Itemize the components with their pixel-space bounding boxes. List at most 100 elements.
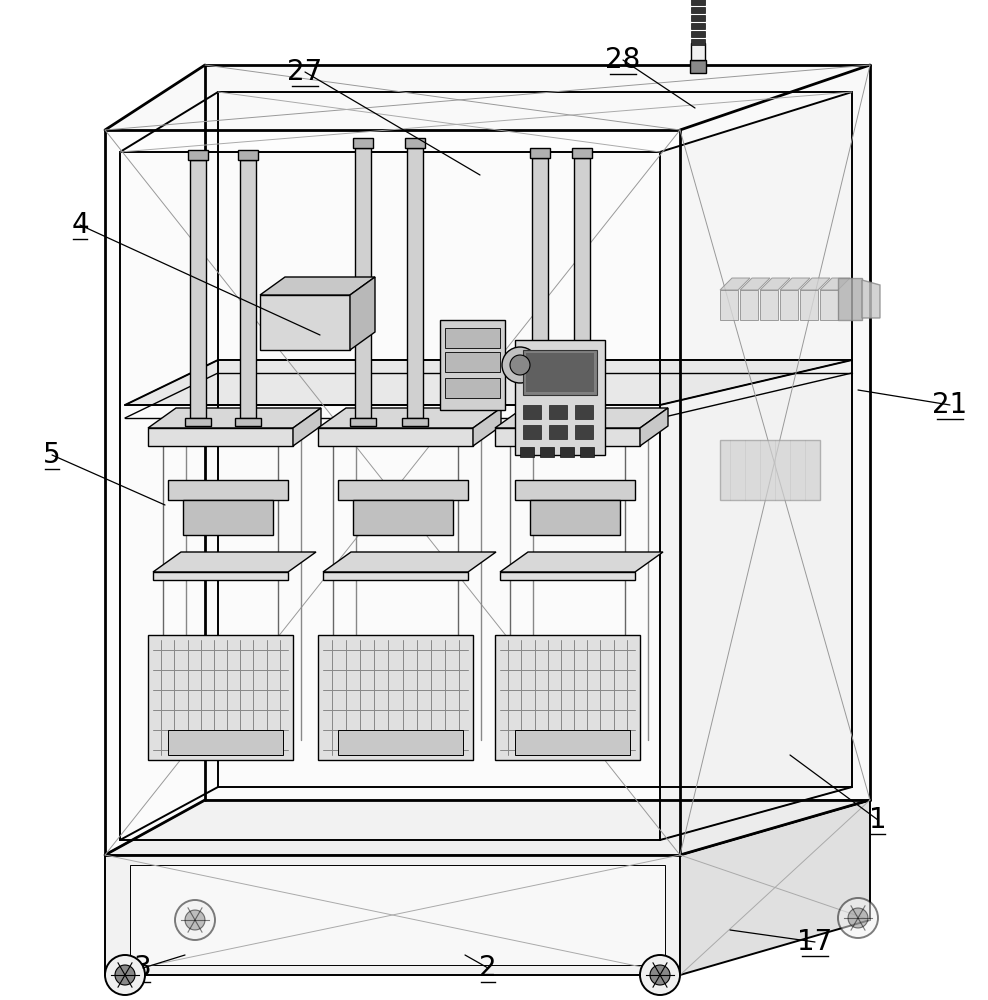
Polygon shape	[402, 418, 428, 426]
Polygon shape	[580, 447, 594, 457]
Polygon shape	[690, 60, 706, 73]
Polygon shape	[473, 408, 501, 446]
Polygon shape	[680, 800, 870, 975]
Polygon shape	[120, 152, 660, 840]
Polygon shape	[445, 378, 500, 398]
Text: 5: 5	[43, 441, 61, 469]
Polygon shape	[720, 290, 738, 320]
Polygon shape	[168, 480, 288, 500]
Polygon shape	[445, 328, 500, 348]
Polygon shape	[691, 15, 705, 21]
Polygon shape	[572, 148, 592, 158]
Polygon shape	[760, 290, 778, 320]
Circle shape	[105, 955, 145, 995]
Polygon shape	[318, 408, 501, 428]
Polygon shape	[350, 418, 376, 426]
Polygon shape	[260, 277, 375, 295]
Polygon shape	[691, 23, 705, 29]
Polygon shape	[740, 290, 758, 320]
Polygon shape	[338, 730, 463, 755]
Polygon shape	[720, 440, 820, 500]
Circle shape	[848, 908, 868, 928]
Polygon shape	[549, 425, 567, 439]
Polygon shape	[495, 428, 640, 446]
Polygon shape	[318, 428, 473, 446]
Polygon shape	[691, 43, 705, 60]
Circle shape	[185, 910, 205, 930]
Polygon shape	[500, 572, 635, 580]
Polygon shape	[515, 480, 635, 500]
Text: 21: 21	[933, 391, 967, 419]
Polygon shape	[760, 278, 790, 290]
Polygon shape	[540, 447, 554, 457]
Polygon shape	[105, 800, 870, 855]
Polygon shape	[353, 500, 453, 535]
Polygon shape	[527, 418, 553, 426]
Circle shape	[650, 965, 670, 985]
Polygon shape	[526, 353, 594, 392]
Polygon shape	[575, 425, 593, 439]
Polygon shape	[355, 148, 371, 418]
Polygon shape	[130, 865, 665, 965]
Text: 28: 28	[606, 46, 640, 74]
Polygon shape	[338, 480, 468, 500]
Polygon shape	[190, 160, 206, 418]
Polygon shape	[575, 405, 593, 419]
Polygon shape	[240, 160, 256, 418]
Polygon shape	[691, 31, 705, 37]
Circle shape	[838, 898, 878, 938]
Circle shape	[510, 355, 530, 375]
Polygon shape	[445, 352, 500, 372]
Polygon shape	[260, 295, 350, 350]
Polygon shape	[405, 138, 425, 148]
Polygon shape	[183, 500, 273, 535]
Text: 1: 1	[869, 806, 887, 834]
Polygon shape	[574, 158, 590, 418]
Polygon shape	[820, 278, 850, 290]
Text: 4: 4	[71, 211, 89, 239]
Polygon shape	[691, 39, 705, 45]
Polygon shape	[523, 405, 541, 419]
Polygon shape	[235, 418, 261, 426]
Polygon shape	[532, 158, 548, 418]
Polygon shape	[105, 130, 680, 855]
Polygon shape	[125, 360, 852, 405]
Polygon shape	[153, 552, 316, 572]
Circle shape	[115, 965, 135, 985]
Polygon shape	[105, 855, 680, 975]
Polygon shape	[185, 418, 211, 426]
Polygon shape	[323, 572, 468, 580]
Polygon shape	[188, 150, 208, 160]
Polygon shape	[148, 408, 321, 428]
Polygon shape	[800, 290, 818, 320]
Polygon shape	[530, 500, 620, 535]
Polygon shape	[440, 320, 505, 410]
Polygon shape	[820, 290, 838, 320]
Polygon shape	[549, 405, 567, 419]
Polygon shape	[740, 278, 770, 290]
Polygon shape	[523, 350, 597, 395]
Polygon shape	[238, 150, 258, 160]
Polygon shape	[523, 425, 541, 439]
Polygon shape	[862, 280, 880, 318]
Circle shape	[502, 347, 538, 383]
Polygon shape	[495, 408, 668, 428]
Text: 17: 17	[797, 928, 833, 956]
Polygon shape	[168, 730, 283, 755]
Polygon shape	[640, 408, 668, 446]
Text: 3: 3	[134, 954, 152, 982]
Polygon shape	[800, 278, 830, 290]
Polygon shape	[153, 572, 288, 580]
Polygon shape	[680, 65, 870, 855]
Polygon shape	[520, 447, 534, 457]
Polygon shape	[323, 552, 496, 572]
Polygon shape	[569, 418, 595, 426]
Polygon shape	[353, 138, 373, 148]
Polygon shape	[148, 428, 293, 446]
Circle shape	[175, 900, 215, 940]
Circle shape	[640, 955, 680, 995]
Polygon shape	[318, 635, 473, 760]
Polygon shape	[350, 277, 375, 350]
Polygon shape	[691, 7, 705, 13]
Polygon shape	[407, 148, 423, 418]
